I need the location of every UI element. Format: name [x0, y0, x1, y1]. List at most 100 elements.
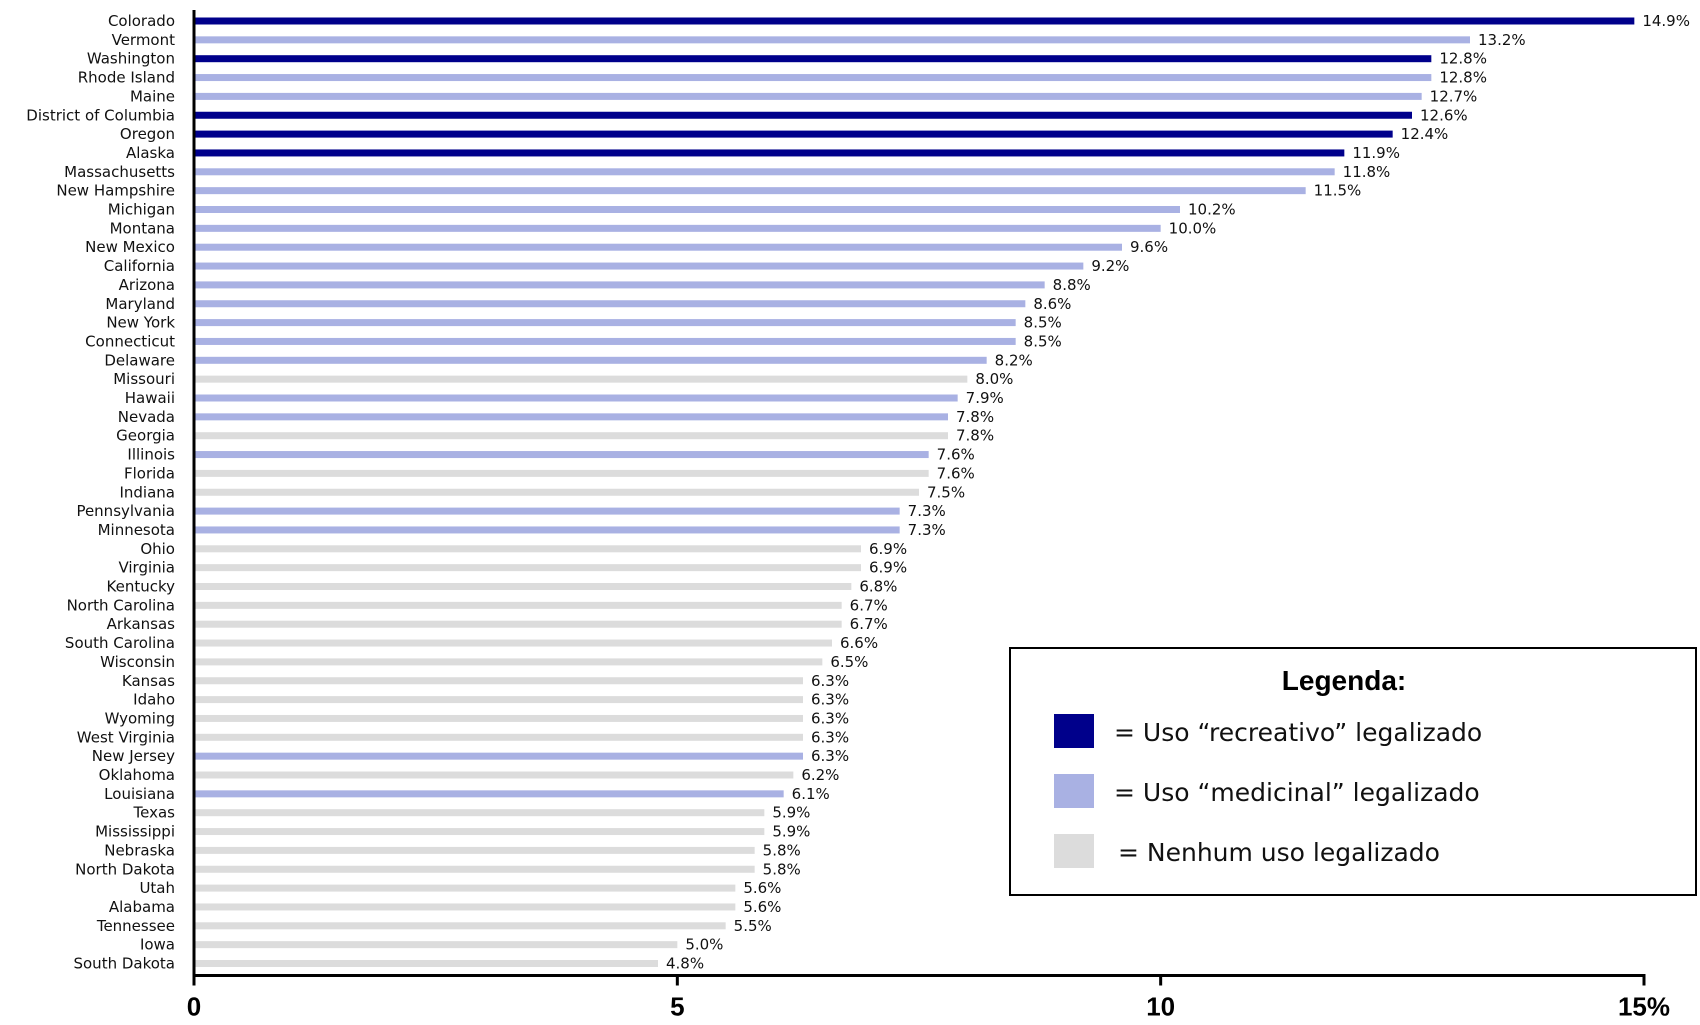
value-label: 7.8%: [956, 408, 994, 426]
category-label: South Dakota: [73, 955, 175, 973]
category-label: Georgia: [116, 427, 175, 445]
bar: [194, 790, 784, 798]
bar: [194, 658, 823, 666]
value-label: 6.6%: [840, 634, 878, 652]
category-label: New Hampshire: [56, 182, 175, 200]
value-label: 6.3%: [811, 672, 849, 690]
legend-label-recreational: = Uso “recreativo” legalizado: [1114, 718, 1482, 747]
bar: [194, 262, 1084, 270]
legend-box: [1009, 647, 1697, 896]
value-label: 12.8%: [1439, 50, 1487, 68]
category-label: Arkansas: [107, 615, 176, 633]
value-label: 6.7%: [850, 596, 888, 614]
value-label: 5.5%: [734, 917, 772, 935]
bar: [194, 149, 1345, 157]
value-label: 11.8%: [1343, 163, 1391, 181]
value-label: 7.3%: [908, 521, 946, 539]
value-label: 6.7%: [850, 615, 888, 633]
value-label: 6.1%: [792, 785, 830, 803]
category-label: North Carolina: [67, 596, 175, 614]
value-label: 6.3%: [811, 691, 849, 709]
x-tick-label: 10: [1146, 992, 1175, 1022]
bar: [194, 469, 929, 477]
bar: [194, 451, 929, 459]
category-label: Indiana: [119, 483, 175, 501]
category-label: Oregon: [120, 125, 175, 143]
x-tick-label: 0: [187, 992, 201, 1022]
value-label: 6.9%: [869, 540, 907, 558]
category-label: Wyoming: [105, 709, 175, 727]
category-label: Washington: [87, 50, 175, 68]
category-label: Virginia: [118, 559, 175, 577]
category-label: New Mexico: [85, 238, 175, 256]
legend-swatch-medicinal: [1054, 774, 1094, 808]
category-label: Arizona: [119, 276, 175, 294]
category-label: Pennsylvania: [76, 502, 175, 520]
value-label: 6.3%: [811, 728, 849, 746]
category-label: Texas: [133, 804, 176, 822]
value-label: 7.6%: [937, 446, 975, 464]
value-label: 8.8%: [1053, 276, 1091, 294]
value-label: 5.8%: [763, 841, 801, 859]
value-label: 6.3%: [811, 747, 849, 765]
category-label: Alaska: [126, 144, 175, 162]
value-label: 11.5%: [1314, 182, 1362, 200]
category-label: Ohio: [140, 540, 175, 558]
value-label: 12.4%: [1401, 125, 1449, 143]
category-label: South Carolina: [65, 634, 175, 652]
value-label: 8.5%: [1024, 314, 1062, 332]
value-label: 9.2%: [1091, 257, 1129, 275]
category-label: Vermont: [112, 31, 176, 49]
value-label: 6.2%: [801, 766, 839, 784]
bar: [194, 601, 842, 609]
bar: [194, 130, 1393, 138]
bar: [194, 206, 1180, 213]
category-label: Oklahoma: [99, 766, 175, 784]
category-label: Delaware: [104, 351, 175, 369]
value-label: 12.6%: [1420, 106, 1468, 124]
category-label: California: [104, 257, 175, 275]
bar: [194, 375, 968, 383]
bar: [194, 224, 1161, 232]
bar: [194, 55, 1432, 63]
x-tick-label: 5: [670, 992, 684, 1022]
category-label: Maryland: [105, 295, 175, 313]
category-label: Kansas: [122, 672, 175, 690]
value-label: 10.0%: [1169, 219, 1217, 237]
category-label: Alabama: [109, 898, 175, 916]
legend-label-none: = Nenhum uso legalizado: [1118, 838, 1440, 867]
value-label: 4.8%: [666, 955, 704, 973]
bar: [194, 187, 1306, 195]
bar: [194, 583, 852, 590]
category-label: Kentucky: [107, 578, 176, 596]
category-label: Michigan: [108, 201, 175, 219]
category-label: New York: [106, 314, 175, 332]
category-label: Minnesota: [98, 521, 175, 539]
bar: [194, 620, 842, 628]
bar: [194, 752, 803, 760]
bar: [194, 903, 736, 911]
category-label: North Dakota: [75, 860, 175, 878]
value-label: 8.2%: [995, 351, 1033, 369]
value-label: 14.9%: [1642, 12, 1690, 30]
value-label: 7.8%: [956, 427, 994, 445]
value-label: 5.6%: [743, 879, 781, 897]
legend-title: Legenda:: [1282, 665, 1406, 696]
bar: [194, 846, 755, 854]
value-label: 11.9%: [1352, 144, 1400, 162]
category-label: Maine: [130, 87, 175, 105]
bar: [194, 74, 1432, 82]
bar: [194, 545, 861, 553]
category-label: Rhode Island: [78, 69, 175, 87]
category-label: District of Columbia: [26, 106, 175, 124]
value-label: 7.6%: [937, 464, 975, 482]
legend-swatch-none: [1054, 834, 1094, 868]
category-label: Iowa: [140, 936, 175, 954]
category-label: Florida: [124, 464, 175, 482]
value-label: 12.8%: [1439, 69, 1487, 87]
bar: [194, 828, 765, 836]
bar: [194, 714, 803, 722]
value-labels: 14.9%13.2%12.8%12.8%12.7%12.6%12.4%11.9%…: [666, 12, 1690, 973]
bar: [194, 865, 755, 873]
